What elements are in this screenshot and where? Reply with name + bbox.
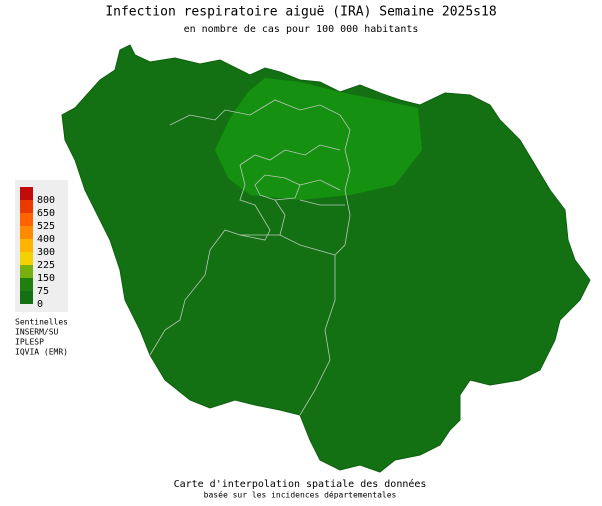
legend-swatch xyxy=(20,226,33,239)
department-border xyxy=(254,174,301,201)
legend-swatch xyxy=(20,187,33,200)
department-border xyxy=(149,164,271,356)
map-subtitle: en nombre de cas pour 100 000 habitants xyxy=(184,24,419,35)
credit-line: INSERM/SU xyxy=(15,328,59,337)
legend: 0 75 150 225 300 400 525 650 800 xyxy=(20,187,55,310)
department-border xyxy=(239,144,341,166)
legend-label: 225 xyxy=(37,260,55,271)
department-border xyxy=(169,99,351,191)
footer-subtitle: basée sur les incidences départementales xyxy=(204,490,397,500)
legend-label: 400 xyxy=(37,234,55,245)
department-border xyxy=(240,179,345,256)
credit-line: IPLESP xyxy=(15,338,44,347)
legend-swatch xyxy=(20,239,33,252)
footer-title: Carte d'interpolation spatiale des donné… xyxy=(174,478,427,490)
interpolation-zone xyxy=(215,78,422,200)
legend-swatch xyxy=(20,278,33,291)
region-map xyxy=(61,44,591,473)
credit-line: IQVIA (EMR) xyxy=(15,348,68,357)
legend-label: 650 xyxy=(37,208,55,219)
credit-line: Sentinelles xyxy=(15,318,68,327)
department-border xyxy=(299,189,351,416)
legend-label: 525 xyxy=(37,221,55,232)
legend-swatch xyxy=(20,200,33,213)
region-outline xyxy=(61,44,591,473)
legend-label: 75 xyxy=(37,286,49,297)
legend-swatch xyxy=(20,265,33,278)
legend-swatch xyxy=(20,291,33,304)
legend-label: 300 xyxy=(37,247,55,258)
legend-swatch xyxy=(20,213,33,226)
legend-swatch xyxy=(20,252,33,265)
map-title: Infection respiratoire aiguë (IRA) Semai… xyxy=(105,5,496,20)
legend-label: 0 xyxy=(37,299,43,310)
legend-label: 150 xyxy=(37,273,55,284)
legend-label: 800 xyxy=(37,195,55,206)
